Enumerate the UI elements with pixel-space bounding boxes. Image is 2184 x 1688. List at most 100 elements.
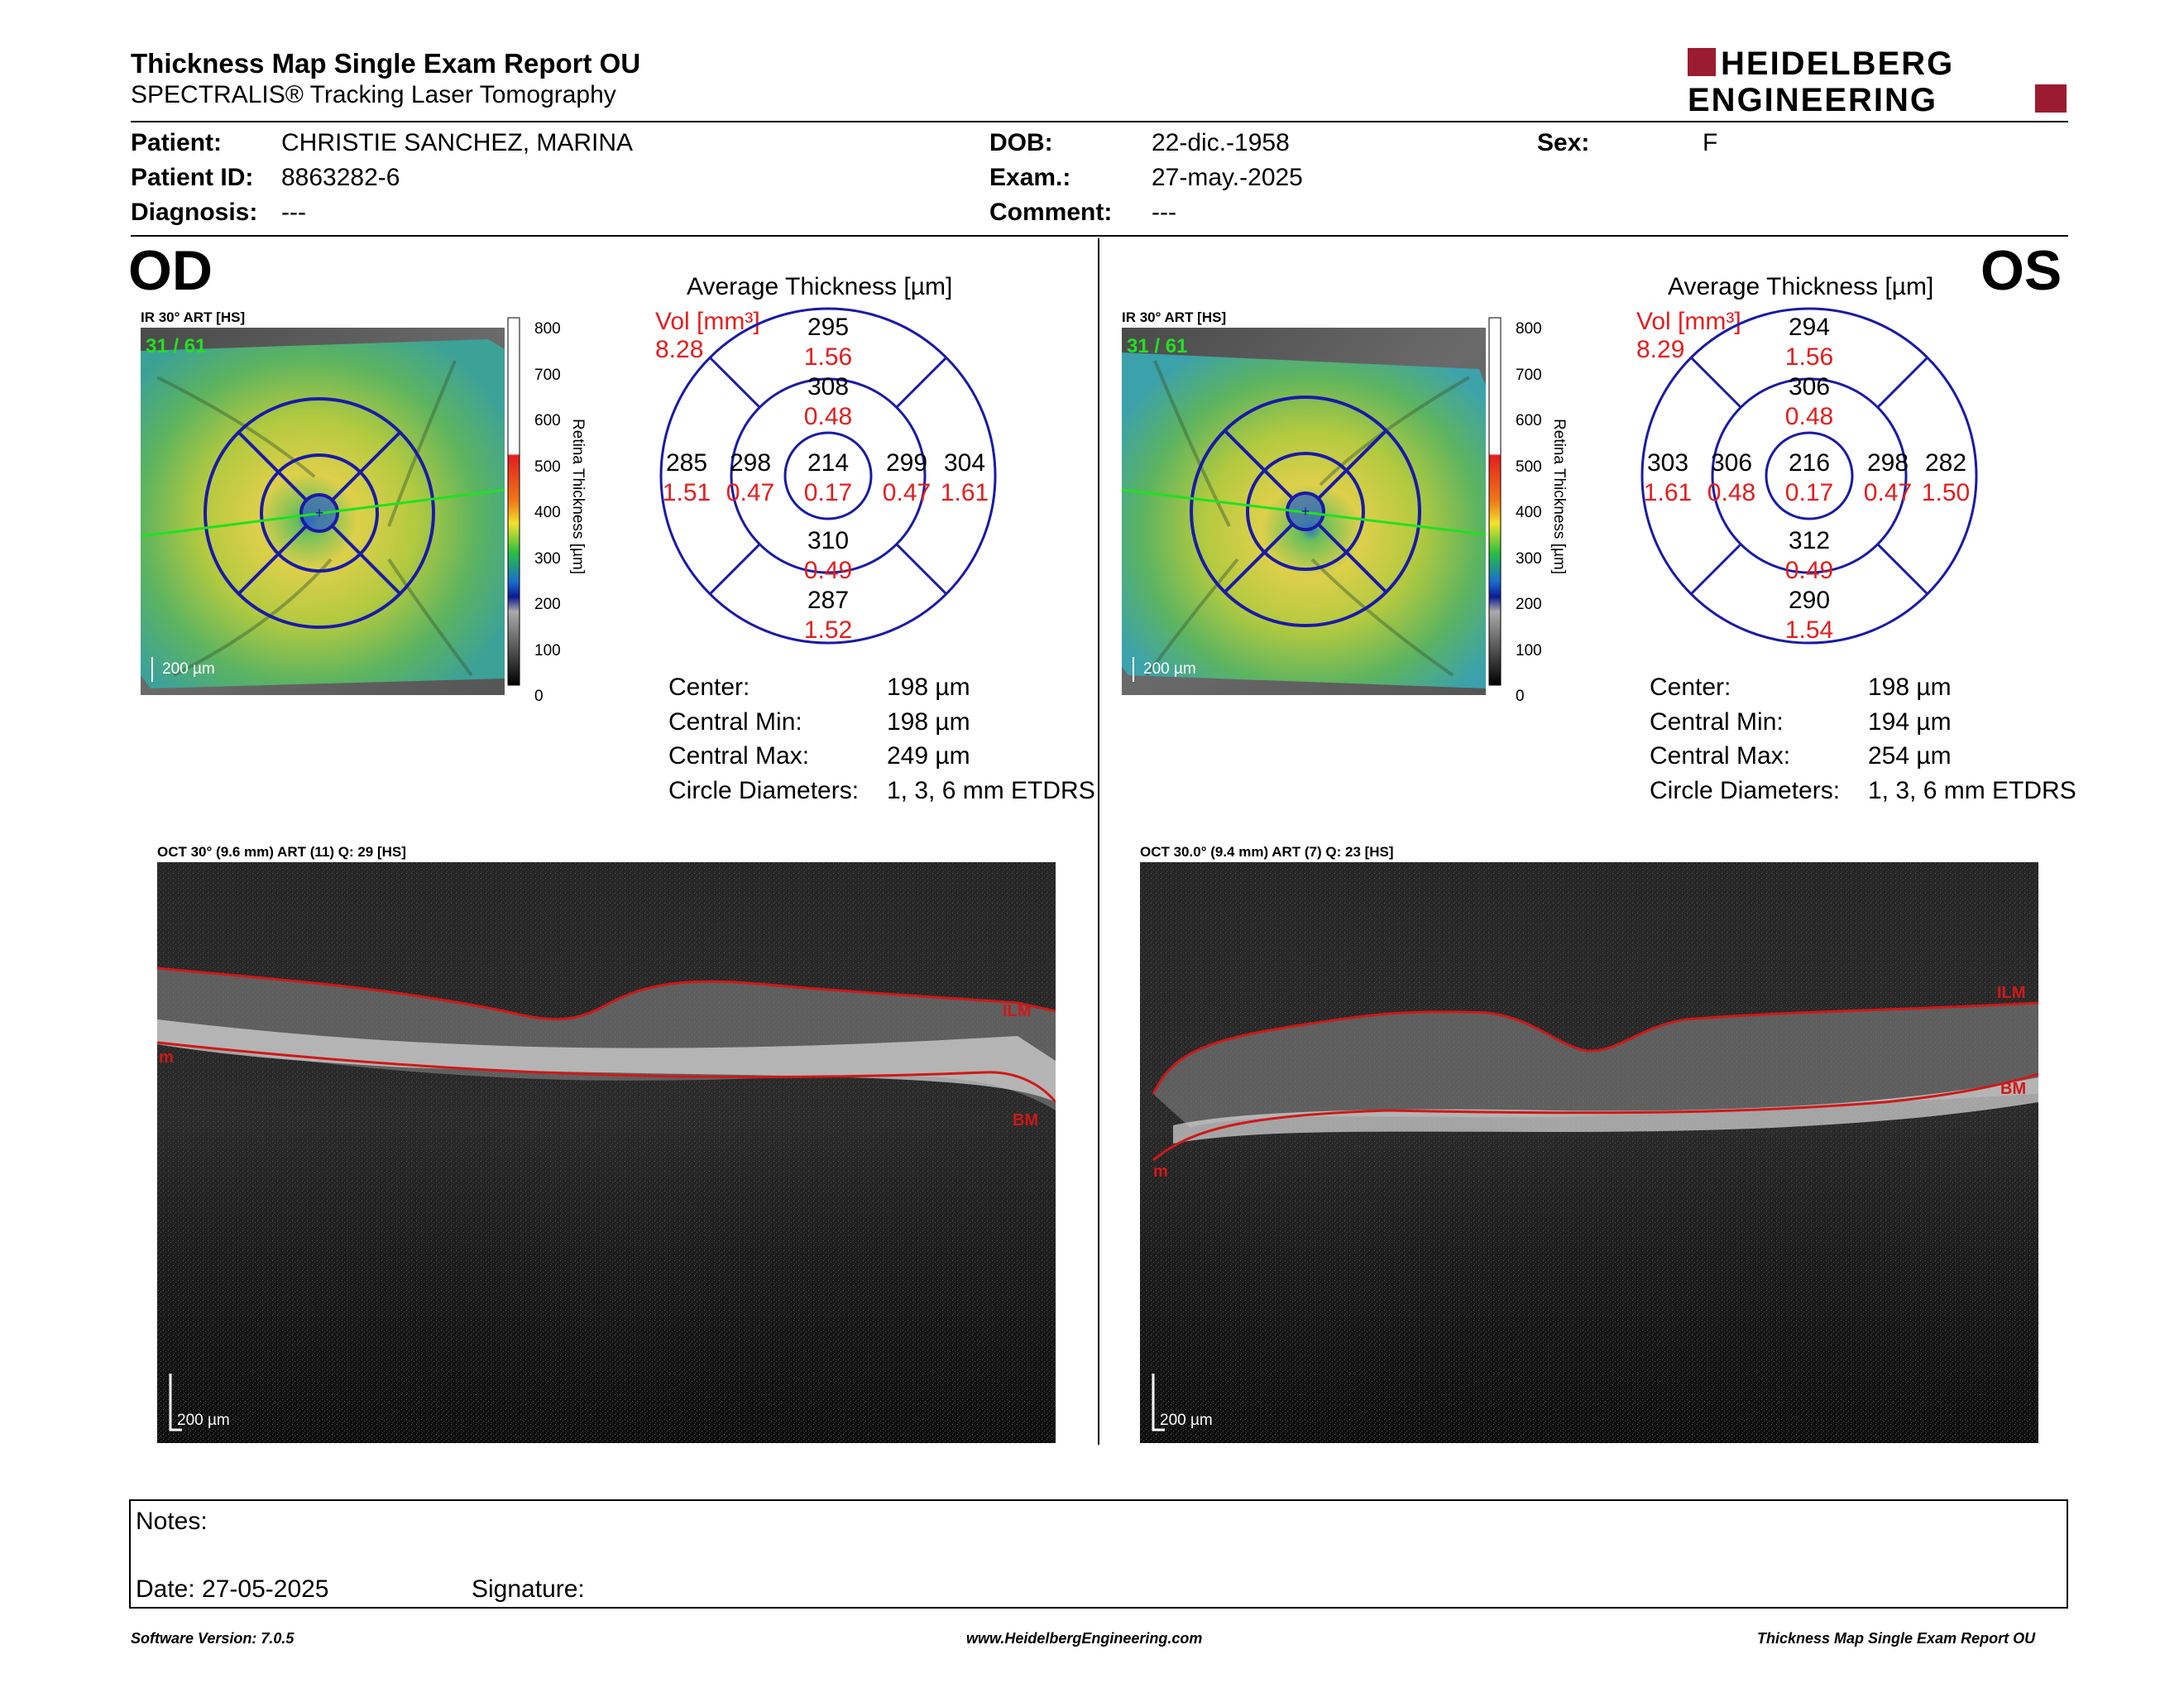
od-sector-values: 295 1.56 308 0.48 214 0.17 310 0.49 287 1.52 … — [659, 306, 999, 647]
sex-value: F — [1703, 129, 1718, 156]
od-m-label: m — [159, 1048, 174, 1067]
os-max-value: 254 µm — [1868, 742, 1952, 770]
od-fundus-map: + 31 / 61 200 µm — [141, 328, 505, 695]
os-oct-scale-label: 200 µm — [1160, 1412, 1213, 1429]
diagnosis-label: Diagnosis: — [131, 199, 258, 226]
os-inner-right: 298 0.47 — [1864, 448, 1912, 508]
report-title: Thickness Map Single Exam Report OU — [131, 48, 641, 79]
od-ii-volume: 0.49 — [803, 557, 853, 584]
od-outer-inferior: 287 1.52 — [804, 586, 852, 645]
od-inner-inferior: 310 0.49 — [804, 526, 852, 586]
os-scale-title: Retina Thickness [µm] — [1550, 419, 1568, 574]
os-sector-values: 294 1.56 306 0.48 216 0.17 312 0.49 290 1.54 … — [1640, 306, 1980, 647]
od-center-thickness: 214 — [807, 449, 850, 477]
os-ol-volume: 1.61 — [1643, 479, 1693, 506]
od-outer-left: 285 1.51 — [663, 448, 711, 508]
os-il-thickness: 306 — [1710, 449, 1753, 477]
od-etdrs-grid — [659, 307, 997, 645]
od-diam-value: 1, 3, 6 mm ETDRS — [887, 776, 1095, 804]
os-center-thickness: 216 — [1788, 449, 1831, 477]
website-link[interactable]: www.HeidelbergEngineering.com — [966, 1630, 1203, 1647]
od-frame-counter: 31 / 61 — [146, 335, 206, 357]
od-max-label: Central Max: — [668, 742, 810, 770]
os-etdrs-grid — [1640, 307, 1978, 645]
os-bm-label: BM — [2000, 1080, 2026, 1098]
od-center: 214 0.17 — [804, 448, 852, 508]
os-scale-bar-label: 200 µm — [1143, 660, 1196, 678]
os-oct-label: OCT 30.0° (9.4 mm) ART (7) Q: 23 [HS] — [1140, 844, 1394, 860]
od-os-thickness: 295 — [807, 314, 850, 341]
scale-tick-400: 400 — [1516, 504, 1542, 521]
os-or-volume: 1.50 — [1921, 479, 1971, 506]
od-oct-label: OCT 30° (9.6 mm) ART (11) Q: 29 [HS] — [157, 844, 406, 860]
os-ir-thickness: 298 — [1866, 449, 1909, 477]
os-center-volume: 0.17 — [1784, 479, 1834, 506]
os-ir-volume: 0.47 — [1863, 479, 1913, 506]
scale-tick-600: 600 — [1516, 412, 1542, 429]
logo-line2: ENGINEERING — [1688, 82, 1937, 117]
comment-label: Comment: — [989, 199, 1113, 226]
os-inner-superior: 306 0.48 — [1785, 372, 1833, 432]
scale-tick-700: 700 — [534, 366, 561, 384]
os-stats-labels: Center: Central Min: Central Max: Circle… — [1650, 670, 1840, 808]
od-avg-title: Average Thickness [µm] — [687, 273, 953, 300]
od-center-label: Center: — [668, 674, 750, 701]
heidelberg-logo: HEIDELBERG ENGINEERING — [1688, 46, 2067, 117]
exam-label: Exam.: — [989, 164, 1071, 191]
od-is-thickness: 308 — [807, 373, 850, 400]
od-ir-thickness: 299 — [885, 449, 928, 477]
od-ol-volume: 1.51 — [662, 479, 711, 506]
os-stats-values: 198 µm 194 µm 254 µm 1, 3, 6 mm ETDRS — [1868, 670, 2076, 808]
header-divider — [131, 121, 2068, 122]
os-label: OS — [1980, 239, 2062, 302]
os-ilm-label: ILM — [1997, 984, 2025, 1002]
notes-box[interactable] — [129, 1499, 2068, 1609]
od-vol-label: Vol [mm³] — [655, 308, 760, 335]
os-scale-labels: 800 700 600 500 400 300 200 100 0 — [1516, 306, 1542, 720]
od-il-thickness: 298 — [729, 449, 772, 477]
od-ol-thickness: 285 — [665, 449, 708, 477]
os-outer-inferior: 290 1.54 — [1785, 586, 1833, 645]
od-outer-superior: 295 1.56 — [804, 313, 852, 372]
os-outer-left: 303 1.61 — [1644, 448, 1692, 508]
scale-tick-300: 300 — [1516, 549, 1542, 568]
od-inner-superior: 308 0.48 — [804, 372, 852, 432]
od-inner-right: 299 0.47 — [883, 448, 931, 508]
footer-report-name: Thickness Map Single Exam Report OU — [1757, 1630, 2036, 1647]
od-stats-values: 198 µm 198 µm 249 µm 1, 3, 6 mm ETDRS — [887, 670, 1095, 808]
od-scale-title: Retina Thickness [µm] — [569, 419, 587, 574]
od-oi-thickness: 287 — [807, 587, 850, 614]
os-oi-volume: 1.54 — [1784, 616, 1834, 644]
os-ir-label: IR 30° ART [HS] — [1122, 309, 1227, 325]
od-ii-thickness: 310 — [807, 527, 850, 554]
od-scale-labels: 800 700 600 500 400 300 200 100 0 — [534, 306, 561, 720]
os-center: 216 0.17 — [1785, 448, 1833, 508]
os-inner-left: 306 0.48 — [1707, 448, 1755, 508]
od-or-volume: 1.61 — [940, 479, 989, 506]
os-oct-scan: ILM BM m 200 µm — [1140, 862, 2038, 1443]
od-inner-left: 298 0.47 — [726, 448, 774, 508]
scale-tick-100: 100 — [534, 641, 561, 659]
os-min-label: Central Min: — [1650, 707, 1784, 736]
scale-tick-300: 300 — [534, 549, 561, 568]
od-stats-labels: Center: Central Min: Central Max: Circle… — [668, 670, 859, 808]
software-version: Software Version: 7.0.5 — [131, 1630, 295, 1647]
os-center-value: 198 µm — [1868, 674, 1952, 701]
od-or-thickness: 304 — [943, 449, 986, 477]
os-oi-thickness: 290 — [1788, 587, 1831, 614]
os-vol-value: 8.29 — [1636, 336, 1685, 363]
sex-label: Sex: — [1537, 129, 1590, 156]
os-vol-label: Vol [mm³] — [1636, 308, 1741, 335]
scale-tick-400: 400 — [534, 504, 561, 521]
os-outer-superior: 294 1.56 — [1785, 313, 1833, 372]
od-center-volume: 0.17 — [803, 479, 853, 506]
os-ii-thickness: 312 — [1788, 527, 1831, 554]
signature-label: Signature: — [472, 1575, 585, 1603]
comment-value: --- — [1152, 199, 1176, 226]
od-diam-label: Circle Diameters: — [668, 776, 860, 804]
od-thickness-scale — [507, 317, 520, 686]
patient-name: CHRISTIE SANCHEZ, MARINA — [281, 129, 634, 156]
dob-label: DOB: — [989, 129, 1053, 156]
scale-tick-0: 0 — [1516, 688, 1525, 705]
center-divider — [1098, 238, 1099, 1445]
